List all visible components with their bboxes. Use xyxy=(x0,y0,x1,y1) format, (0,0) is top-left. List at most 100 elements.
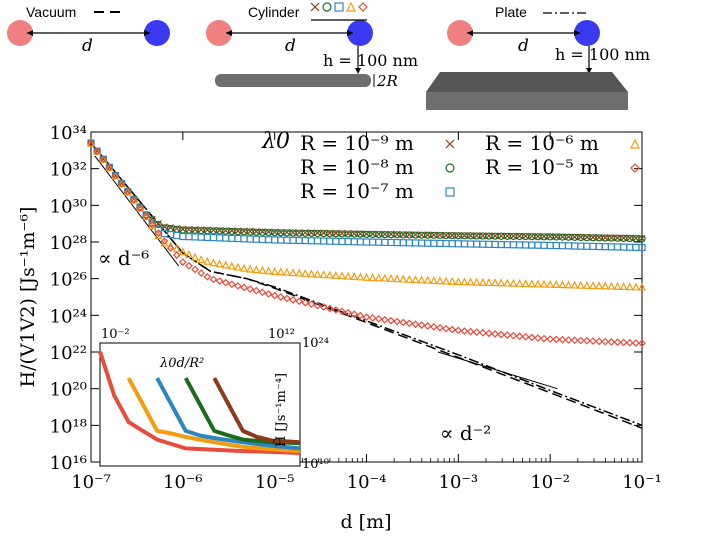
plate-height: h = 100 nm xyxy=(555,45,650,64)
series-point-triangle xyxy=(570,280,579,289)
series-point-square xyxy=(638,243,646,252)
series-point-triangle xyxy=(197,255,206,264)
series-point-circle xyxy=(166,225,175,233)
series-point-triangle xyxy=(399,274,408,283)
series-point-diamond xyxy=(485,329,493,338)
series-point-triangle xyxy=(429,276,438,284)
inset-xtick-max: 10¹² xyxy=(268,327,295,342)
series-point-diamond xyxy=(178,258,187,266)
inset-series xyxy=(98,351,301,455)
series-point-diamond xyxy=(338,307,346,316)
series-point-diamond xyxy=(215,277,224,285)
series-point-diamond xyxy=(166,244,175,252)
series-point-diamond xyxy=(356,311,365,320)
series-point-diamond xyxy=(283,294,291,303)
x-tick-label: 10⁻⁵ xyxy=(255,472,295,493)
legend-title: λ0 xyxy=(261,129,290,154)
series-point-triangle xyxy=(619,282,628,291)
series-point-square xyxy=(307,237,315,245)
atom-blue xyxy=(144,20,170,46)
legend-entry-label: R = 10⁻⁶ m xyxy=(485,131,599,155)
series-point-square xyxy=(283,236,291,244)
series-point-diamond xyxy=(411,320,420,329)
series-point-diamond xyxy=(387,316,395,325)
series-point-diamond xyxy=(552,335,561,344)
y-tick-label: 10¹⁸ xyxy=(50,416,87,437)
cylinder-height: h = 100 nm xyxy=(323,51,418,70)
series-point-diamond xyxy=(185,261,193,270)
series-point-diamond xyxy=(417,321,426,329)
series-point-square xyxy=(301,237,309,245)
series-point-diamond xyxy=(540,334,548,343)
main-series-markers xyxy=(87,138,646,348)
y-tick-label: 10²² xyxy=(50,343,87,364)
inset-x-label: λ0d/R² xyxy=(159,356,204,371)
inset-chart: 10⁻² 10¹² 10²⁴ 10¹⁰ λ0d/R² H̃ [Js⁻¹m⁻⁴] xyxy=(98,327,329,472)
series-point-square xyxy=(430,239,438,247)
series-point-diamond xyxy=(203,272,212,281)
series-point-square xyxy=(497,240,505,249)
series-point-triangle xyxy=(264,266,273,275)
series-point-diamond xyxy=(558,335,567,344)
series-point-diamond xyxy=(503,331,512,339)
series-point-triangle xyxy=(252,265,261,274)
series-point-triangle xyxy=(282,267,291,276)
series-point-square xyxy=(607,243,615,251)
series-point-triangle xyxy=(344,271,353,280)
series-point-triangle xyxy=(154,231,163,240)
series-point-diamond xyxy=(270,291,279,300)
series-point-square xyxy=(540,241,548,249)
series-point-diamond xyxy=(399,318,408,327)
series-point-diamond xyxy=(478,328,487,337)
series-point-diamond xyxy=(576,336,585,345)
y-tick-label: 10¹⁶ xyxy=(50,453,87,474)
atom-blue xyxy=(347,20,373,46)
series-line-plate xyxy=(90,142,643,427)
series-point-triangle xyxy=(307,269,316,278)
series-point-diamond xyxy=(252,286,261,295)
y-tick-label: 10²⁸ xyxy=(50,233,87,254)
series-point-diamond xyxy=(350,310,359,319)
series-point-triangle xyxy=(313,269,322,278)
series-point-triangle xyxy=(631,282,640,291)
series-point-triangle xyxy=(466,277,475,286)
series-point-square xyxy=(362,238,371,246)
series-point-square xyxy=(632,243,640,251)
series-point-triangle xyxy=(491,278,500,287)
plate-body xyxy=(426,92,628,110)
series-point-diamond xyxy=(527,333,536,342)
series-point-triangle xyxy=(540,279,549,288)
series-point-diamond xyxy=(638,339,646,348)
series-point-diamond xyxy=(142,212,150,220)
series-point-diamond xyxy=(546,335,555,344)
series-point-diamond xyxy=(632,339,640,347)
series-point-square xyxy=(503,241,511,249)
plate-top xyxy=(426,72,628,92)
annotation-d2: ∝ d⁻² xyxy=(440,421,491,445)
series-point-diamond xyxy=(319,303,328,311)
series-point-triangle xyxy=(380,273,389,282)
series-point-diamond xyxy=(589,337,597,345)
series-point-diamond xyxy=(491,330,499,338)
series-point-triangle xyxy=(350,272,359,281)
plate-schematic: Plate d h = 100 nm xyxy=(426,4,650,110)
series-point-square xyxy=(546,241,554,250)
series-line-d-2-guide xyxy=(437,351,558,390)
series-point-triangle xyxy=(301,268,310,277)
series-point-triangle xyxy=(215,259,224,268)
series-point-square xyxy=(326,237,334,245)
series-point-cross xyxy=(167,224,175,231)
series-point-triangle xyxy=(595,281,604,290)
series-point-diamond xyxy=(405,319,414,328)
series-point-square xyxy=(246,235,254,243)
cylinder-marker-key xyxy=(310,1,368,12)
key-square-icon xyxy=(334,2,344,12)
series-point-square xyxy=(558,242,567,250)
series-point-square xyxy=(601,243,609,251)
series-point-triangle xyxy=(374,273,383,282)
series-point-triangle xyxy=(411,275,420,284)
series-point-triangle xyxy=(589,281,597,290)
series-point-triangle xyxy=(362,272,371,281)
cylinder-schematic: Cylinder d h = 100 nm 2R xyxy=(206,1,418,90)
x-tick-label: 10⁻¹ xyxy=(622,472,662,493)
